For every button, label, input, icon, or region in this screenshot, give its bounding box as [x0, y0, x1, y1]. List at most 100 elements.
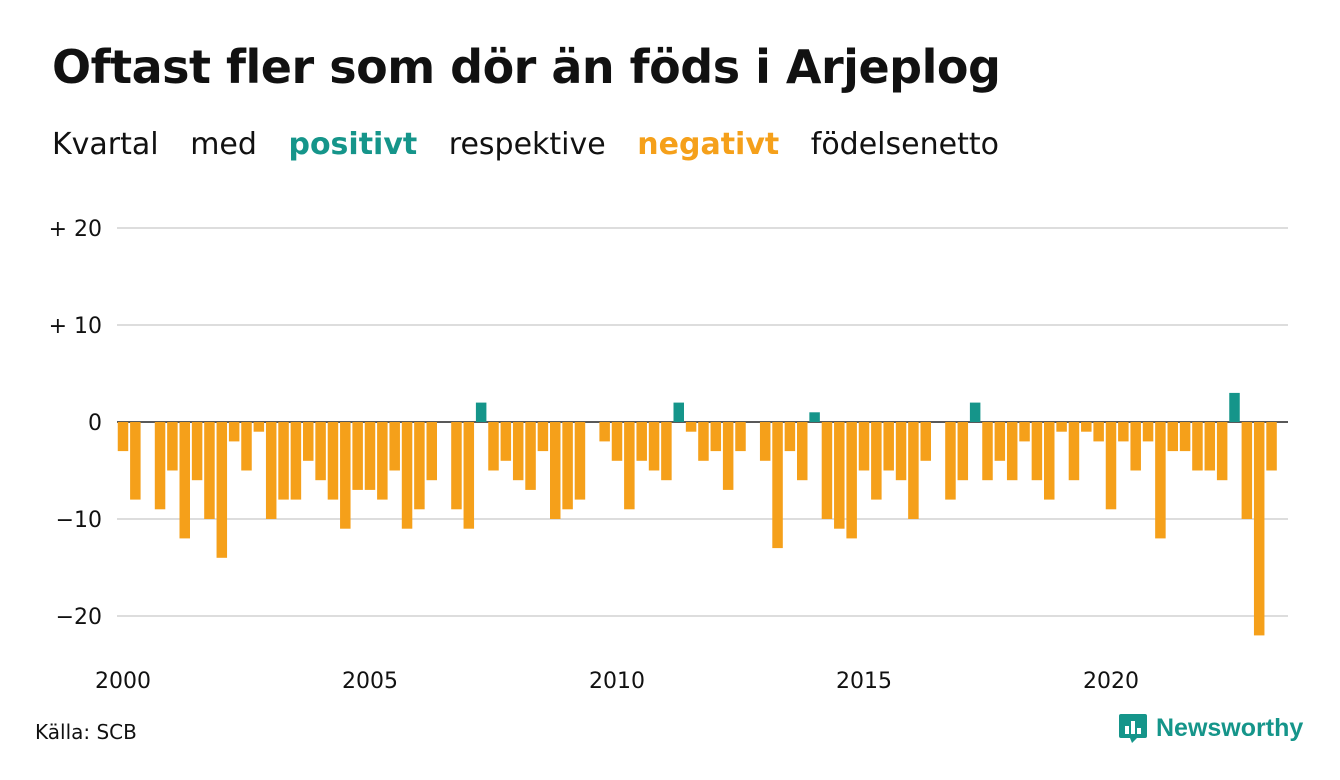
bar-negative — [920, 422, 931, 461]
bar-negative — [327, 422, 339, 500]
bar-negative — [908, 422, 919, 519]
bar-negative — [1105, 422, 1117, 510]
bar-negative — [994, 422, 1006, 461]
bar-negative — [784, 422, 796, 452]
bar-negative — [797, 422, 808, 481]
bar-negative — [179, 422, 190, 539]
bar-negative — [1031, 422, 1043, 481]
y-axis-ticks: + 20 + 10 0 −10 −20 — [49, 217, 102, 630]
bar-negative — [611, 422, 623, 461]
bar-negative — [698, 422, 709, 461]
bar-negative — [352, 422, 363, 490]
bar-negative — [661, 422, 672, 481]
bar-negative — [1167, 422, 1178, 452]
bar-positive — [809, 412, 820, 422]
source-note: Källa: SCB — [35, 720, 137, 744]
x-tick-label: 2000 — [95, 669, 151, 694]
bar-negative — [821, 422, 833, 519]
subtitle-word-with: med — [190, 127, 257, 162]
bar-negative — [154, 422, 166, 510]
bar-negative — [451, 422, 462, 510]
bars — [117, 392, 1277, 636]
bar-negative — [117, 422, 129, 452]
legend-negative-label: negativt — [637, 127, 780, 162]
bar-negative — [253, 422, 265, 432]
bar-negative — [685, 422, 697, 432]
bar-negative — [216, 422, 228, 558]
bar-negative — [525, 422, 536, 490]
bar-negative — [1253, 422, 1265, 636]
bar-negative — [1266, 422, 1277, 471]
bar-negative — [1044, 422, 1055, 500]
subtitle-word-quarter: Kvartal — [52, 127, 159, 162]
chart-title: Oftast fler som dör än föds i Arjeplog — [52, 40, 1001, 94]
bar-negative — [167, 422, 178, 471]
bar-negative — [389, 422, 400, 471]
bar-negative — [303, 422, 314, 461]
y-tick-label: 0 — [88, 411, 102, 436]
bar-negative — [846, 422, 857, 539]
bar-negative — [624, 422, 635, 510]
x-tick-label: 2020 — [1083, 669, 1139, 694]
bar-negative — [599, 422, 610, 442]
subtitle-word-birth-net: födelsenetto — [810, 127, 999, 162]
bar-positive — [673, 402, 684, 422]
bar-negative — [871, 422, 882, 500]
bar-negative — [537, 422, 549, 452]
bar-negative — [1006, 422, 1018, 481]
bar-negative — [463, 422, 475, 529]
x-tick-label: 2010 — [589, 669, 645, 694]
bar-negative — [1093, 422, 1104, 442]
bar-negative — [957, 422, 969, 481]
bar-negative — [364, 422, 376, 490]
bar-negative — [982, 422, 993, 481]
bar-negative — [1019, 422, 1030, 442]
bar-negative — [191, 422, 203, 481]
bar-negative — [1241, 422, 1253, 519]
bar-negative — [204, 422, 215, 519]
bar-negative — [710, 422, 722, 452]
bar-negative — [1142, 422, 1154, 442]
bar-negative — [722, 422, 734, 490]
bar-negative — [1068, 422, 1080, 481]
bar-negative — [1192, 422, 1203, 471]
bar-negative — [834, 422, 845, 529]
subtitle-word-respectively: respektive — [448, 127, 606, 162]
bar-negative — [858, 422, 870, 471]
bar-negative — [945, 422, 956, 500]
bar-negative — [1081, 422, 1092, 432]
y-tick-label: −10 — [56, 508, 102, 533]
x-tick-label: 2005 — [342, 669, 398, 694]
bar-negative — [883, 422, 894, 471]
logo-text: Newsworthy — [1156, 713, 1304, 742]
newsworthy-logo: Newsworthy — [1118, 712, 1303, 744]
bar-negative — [414, 422, 425, 510]
newsworthy-chart-bubble-icon — [1119, 714, 1147, 743]
bar-negative — [315, 422, 326, 481]
bar-negative — [1056, 422, 1067, 432]
bar-negative — [1204, 422, 1216, 471]
bar-negative — [130, 422, 141, 500]
bar-negative — [426, 422, 437, 481]
bar-negative — [377, 422, 388, 500]
bar-negative — [241, 422, 252, 471]
y-tick-label: + 20 — [49, 217, 102, 242]
bar-negative — [735, 422, 746, 452]
bar-negative — [290, 422, 302, 500]
bar-negative — [1155, 422, 1166, 539]
bar-negative — [772, 422, 783, 549]
bar-positive — [1229, 392, 1240, 422]
bar-negative — [636, 422, 647, 461]
bar-negative — [562, 422, 573, 510]
bar-negative — [1216, 422, 1228, 481]
bar-negative — [488, 422, 499, 471]
bar-negative — [1179, 422, 1191, 452]
bar-negative — [550, 422, 561, 519]
bar-negative — [340, 422, 351, 529]
bar-negative — [648, 422, 660, 471]
bar-negative — [1118, 422, 1129, 442]
bar-negative — [228, 422, 240, 442]
chart-subtitle: Kvartal med positivt respektive negativt… — [52, 127, 1021, 162]
bar-chart: + 20 + 10 0 −10 −20 2000 2005 2010 2015 2020 — [49, 217, 1288, 694]
bar-negative — [278, 422, 289, 500]
